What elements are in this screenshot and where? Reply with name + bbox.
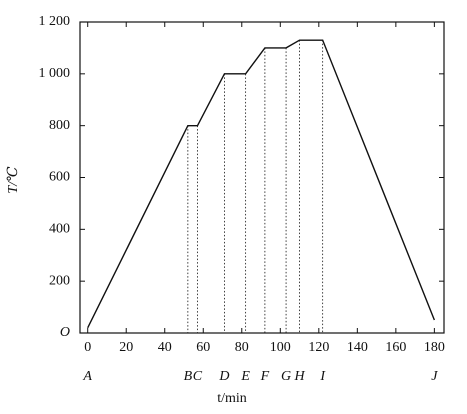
point-label: I xyxy=(319,369,326,384)
y-tick-label: 200 xyxy=(49,273,70,288)
point-label: F xyxy=(260,369,270,384)
x-tick-label: 120 xyxy=(308,340,329,355)
x-axis-label: t/min xyxy=(217,391,247,406)
x-tick-label: 100 xyxy=(270,340,291,355)
y-tick-label: 1 200 xyxy=(39,14,71,29)
x-tick-label: 160 xyxy=(385,340,406,355)
y-tick-label: O xyxy=(60,325,70,340)
point-label: B xyxy=(184,369,193,384)
y-tick-label: 1 000 xyxy=(39,66,71,81)
point-label: A xyxy=(82,369,92,384)
temperature-line xyxy=(87,39,436,329)
x-tick-label: 80 xyxy=(235,340,249,355)
plot-frame xyxy=(79,21,445,334)
point-label: D xyxy=(218,369,229,384)
y-tick-label: 400 xyxy=(49,222,70,237)
x-tick-label: 40 xyxy=(158,340,172,355)
point-label: G xyxy=(281,369,291,384)
point-label: E xyxy=(240,369,250,384)
point-label: H xyxy=(293,369,305,384)
x-tick-label: 20 xyxy=(119,340,133,355)
x-tick-label: 0 xyxy=(84,340,91,355)
point-label: C xyxy=(193,369,203,384)
y-axis-label: T/℃ xyxy=(6,166,21,194)
x-tick-label: 180 xyxy=(424,340,445,355)
x-tick-label: 140 xyxy=(347,340,368,355)
y-tick-label: 600 xyxy=(49,170,70,185)
point-label: J xyxy=(431,369,438,384)
x-tick-label: 60 xyxy=(196,340,210,355)
y-tick-label: 800 xyxy=(49,118,70,133)
